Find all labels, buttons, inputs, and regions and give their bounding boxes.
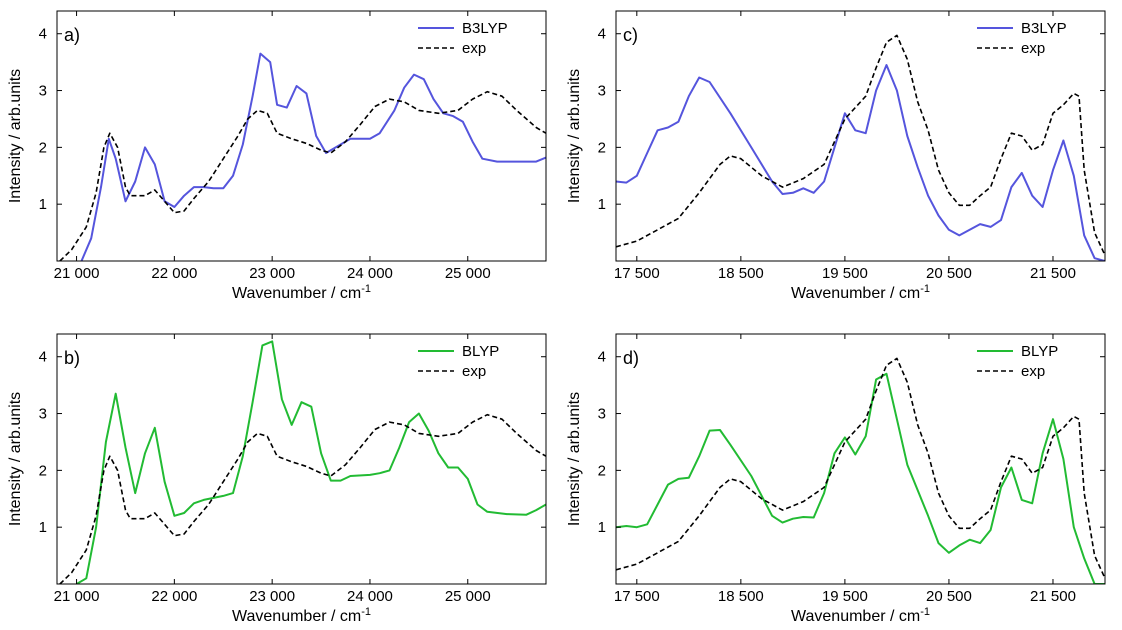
legend-label-blyp: BLYP (1021, 343, 1058, 360)
x-tick-label: 22 000 (151, 265, 197, 282)
panel-c: 17 500 18 500 19 500 20 500 21 500 1 2 3 4 Wavenu… (566, 10, 1106, 302)
x-tick-label: 24 000 (347, 588, 393, 605)
x-tick-label: 22 000 (151, 588, 197, 605)
y-tick-label: 3 (598, 406, 606, 423)
plot-frame (615, 333, 1106, 585)
panel-label: d) (623, 348, 639, 368)
y-tick-label: 4 (598, 349, 606, 366)
plot-frame (56, 333, 547, 585)
x-tick-label: 18 500 (718, 588, 764, 605)
x-tick-label: 20 500 (926, 265, 972, 282)
x-axis-label: Wavenumber / cm-1 (791, 283, 930, 302)
x-tick-label: 17 500 (614, 588, 660, 605)
x-tick-label: 24 000 (347, 265, 393, 282)
x-tick-label: 19 500 (822, 588, 868, 605)
y-axis-label: Intensity / arb.units (566, 392, 583, 526)
plot-frame (615, 10, 1106, 262)
panel-b: 21 000 22 000 23 000 24 000 25 000 1 2 3 4 Wavenu… (7, 333, 547, 625)
legend-label-exp: exp (1021, 40, 1045, 57)
legend-label-exp: exp (1021, 363, 1045, 380)
panel-label: b) (64, 348, 80, 368)
series-line-blyp (76, 340, 546, 584)
panel-label: a) (64, 25, 80, 45)
x-tick-label: 21 500 (1030, 265, 1076, 282)
y-tick-label: 1 (39, 519, 47, 536)
y-tick-label: 3 (598, 83, 606, 100)
series-line-exp (616, 34, 1105, 256)
x-axis-label: Wavenumber / cm-1 (232, 283, 371, 302)
y-tick-label: 2 (598, 139, 606, 156)
legend-label-b3lyp: B3LYP (462, 20, 508, 37)
panel-label: c) (623, 25, 638, 45)
series-line-b3lyp (616, 64, 1105, 261)
legend-label-b3lyp: B3LYP (1021, 20, 1067, 37)
y-tick-label: 3 (39, 406, 47, 423)
y-tick-label: 2 (39, 462, 47, 479)
y-tick-label: 1 (598, 519, 606, 536)
y-axis-label: Intensity / arb.units (566, 69, 583, 203)
x-tick-label: 19 500 (822, 265, 868, 282)
plot-frame (56, 10, 547, 262)
y-axis-label: Intensity / arb.units (7, 392, 24, 526)
x-tick-label: 25 000 (445, 588, 491, 605)
series-line-blyp (616, 372, 1105, 584)
y-tick-label: 4 (39, 26, 47, 43)
panel-d: 17 500 18 500 19 500 20 500 21 500 1 2 3 4 Wavenu… (566, 333, 1106, 625)
series-line-b3lyp (80, 52, 546, 261)
y-tick-label: 4 (598, 26, 606, 43)
y-tick-label: 2 (598, 462, 606, 479)
x-tick-label: 21 000 (54, 588, 100, 605)
x-axis-label: Wavenumber / cm-1 (791, 606, 930, 625)
x-axis-label: Wavenumber / cm-1 (232, 606, 371, 625)
y-tick-label: 2 (39, 139, 47, 156)
x-tick-label: 21 500 (1030, 588, 1076, 605)
legend-label-exp: exp (462, 40, 486, 57)
y-tick-label: 1 (598, 196, 606, 213)
legend-label-blyp: BLYP (462, 343, 499, 360)
panel-a: 21 000 22 000 23 000 24 000 25 000 1 2 3 4 Wavenu… (7, 10, 547, 302)
x-tick-label: 21 000 (54, 265, 100, 282)
y-tick-label: 4 (39, 349, 47, 366)
series-line-exp (59, 413, 546, 584)
x-tick-label: 17 500 (614, 265, 660, 282)
x-tick-label: 23 000 (249, 265, 295, 282)
series-line-exp (59, 90, 546, 261)
y-tick-label: 3 (39, 83, 47, 100)
legend-label-exp: exp (462, 363, 486, 380)
y-axis-label: Intensity / arb.units (7, 69, 24, 203)
series-line-exp (616, 357, 1105, 579)
x-tick-label: 18 500 (718, 265, 764, 282)
x-tick-label: 20 500 (926, 588, 972, 605)
x-tick-label: 23 000 (249, 588, 295, 605)
y-tick-label: 1 (39, 196, 47, 213)
x-tick-label: 25 000 (445, 265, 491, 282)
